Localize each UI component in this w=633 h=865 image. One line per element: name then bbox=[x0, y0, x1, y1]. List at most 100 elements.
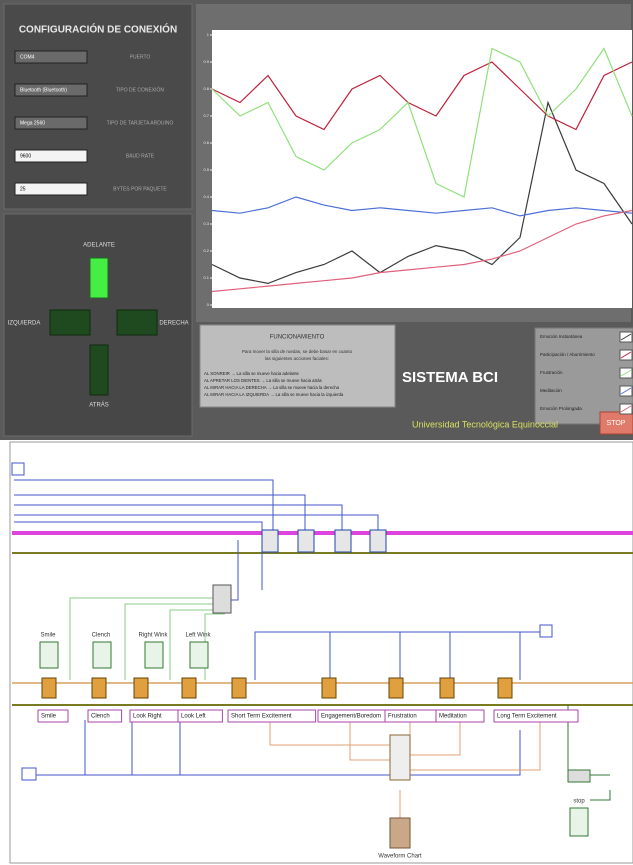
config-panel bbox=[3, 3, 193, 210]
selector-box bbox=[177, 709, 223, 723]
indicator-label: Smile bbox=[40, 633, 56, 639]
back-indicator bbox=[89, 344, 109, 396]
direction-label: IZQUIERDA bbox=[8, 321, 41, 327]
stop-label[interactable]: STOP bbox=[607, 420, 626, 427]
instructions-intro: Para mover la silla de ruedas, se debe b… bbox=[242, 349, 353, 354]
forward-indicator bbox=[89, 257, 109, 299]
series-line bbox=[211, 61, 633, 131]
selector-box bbox=[435, 709, 485, 723]
terminal bbox=[21, 767, 37, 781]
direction-label: DERECHA bbox=[159, 321, 188, 327]
instructions-item: AL MIRAR HACIA LA IZQUIERDA → La silla s… bbox=[204, 392, 344, 397]
wire bbox=[269, 715, 541, 818]
selector-label: Smile bbox=[41, 714, 57, 720]
indicator bbox=[39, 641, 59, 669]
indicator bbox=[92, 641, 112, 669]
control-label: PUERTO bbox=[130, 54, 151, 60]
series-line bbox=[211, 100, 633, 285]
subvi bbox=[388, 677, 404, 699]
y-tick-label: 0.2 bbox=[203, 248, 209, 253]
direction-panel bbox=[3, 213, 193, 437]
indicator-label: Left Wink bbox=[185, 633, 211, 639]
series-line bbox=[211, 47, 633, 198]
legend-line bbox=[620, 333, 632, 341]
subvi bbox=[321, 677, 337, 699]
instructions-item: AL MIRAR HACIA LA DERECHA → La silla se … bbox=[204, 385, 340, 390]
selector-box bbox=[87, 709, 123, 723]
control-label: TIPO DE CONEXIÓN bbox=[116, 86, 164, 93]
direction-label: ADELANTE bbox=[83, 243, 115, 249]
subvi bbox=[297, 529, 315, 553]
wire bbox=[22, 720, 521, 776]
waveform-label: Waveform Chart bbox=[378, 854, 422, 860]
series-line bbox=[211, 196, 633, 217]
subvi bbox=[231, 677, 247, 699]
subvi bbox=[369, 529, 387, 553]
y-tick-label: 0.5 bbox=[203, 167, 209, 172]
subvi bbox=[261, 529, 279, 553]
legend-label: Meditación bbox=[540, 388, 562, 393]
wire bbox=[14, 479, 379, 601]
selector-label: Look Right bbox=[133, 714, 162, 720]
selector-box bbox=[37, 709, 69, 723]
terminal bbox=[539, 624, 553, 638]
university: Universidad Tecnológica Equinoccial bbox=[412, 419, 558, 429]
legend-line bbox=[620, 387, 632, 395]
instructions-title: FUNCIONAMIENTO bbox=[270, 335, 325, 341]
legend-box bbox=[534, 327, 633, 425]
stop-terminal bbox=[569, 807, 589, 837]
y-tick-label: 0 bbox=[207, 302, 210, 307]
control-box bbox=[14, 182, 88, 196]
selector-label: Engagement/Boredom bbox=[321, 714, 381, 720]
instructions-intro: las siguientes acciones faciales: bbox=[265, 356, 329, 361]
subvi bbox=[41, 677, 57, 699]
selector-label: Long Term Excitement bbox=[497, 714, 557, 720]
selector-label: Short Term Excitement bbox=[231, 714, 292, 720]
control-value: Bluetooth (Bluetooth) bbox=[20, 87, 67, 93]
selector-box bbox=[227, 709, 317, 723]
control-value: 25 bbox=[20, 186, 26, 192]
y-tick-label: 0.4 bbox=[203, 194, 209, 199]
instructions-box bbox=[199, 324, 396, 408]
terminal bbox=[11, 462, 25, 476]
wire bbox=[69, 597, 225, 680]
subvi bbox=[497, 677, 513, 699]
wire bbox=[254, 631, 540, 680]
bundle bbox=[389, 734, 411, 781]
instructions-item: AL APRETAR LOS DIENTES → La silla se mue… bbox=[204, 378, 322, 383]
control-box bbox=[14, 50, 88, 64]
legend-line bbox=[620, 369, 632, 377]
control-value: Mega 2560 bbox=[20, 120, 45, 126]
control-box bbox=[14, 149, 88, 163]
y-tick-label: 0.3 bbox=[203, 221, 209, 226]
y-tick-label: 0.9 bbox=[203, 59, 209, 64]
control-label: BAUD RATE bbox=[126, 153, 155, 159]
subvi bbox=[181, 677, 197, 699]
y-tick-label: 0.7 bbox=[203, 113, 209, 118]
selector-box bbox=[493, 709, 579, 723]
build-array bbox=[212, 584, 232, 614]
direction-label: ATRÁS bbox=[89, 402, 109, 409]
y-tick-label: 0.8 bbox=[203, 86, 209, 91]
series-line bbox=[211, 209, 633, 293]
config-title: CONFIGURACIÓN DE CONEXIÓN bbox=[19, 23, 177, 36]
indicator bbox=[144, 641, 164, 669]
plot-area bbox=[212, 30, 632, 308]
legend-line bbox=[620, 351, 632, 359]
indicator-label: Clench bbox=[92, 633, 111, 639]
legend-label: Frustración bbox=[540, 370, 563, 375]
y-tick-label: 0.6 bbox=[203, 140, 209, 145]
system-title: SISTEMA BCI bbox=[402, 369, 498, 386]
selector-label: Frustration bbox=[388, 714, 417, 720]
diagram-frame bbox=[9, 441, 633, 864]
y-tick-label: 0.1 bbox=[203, 275, 209, 280]
control-value: COM4 bbox=[20, 54, 35, 60]
subvi bbox=[334, 529, 352, 553]
selector-label: Clench bbox=[91, 714, 110, 720]
legend-line bbox=[620, 405, 632, 413]
control-label: BYTES POR PAQUETE bbox=[113, 186, 167, 192]
selector-label: Meditation bbox=[439, 714, 467, 720]
stop-button[interactable] bbox=[599, 411, 633, 435]
indicator-label: Right Wink bbox=[138, 633, 168, 639]
